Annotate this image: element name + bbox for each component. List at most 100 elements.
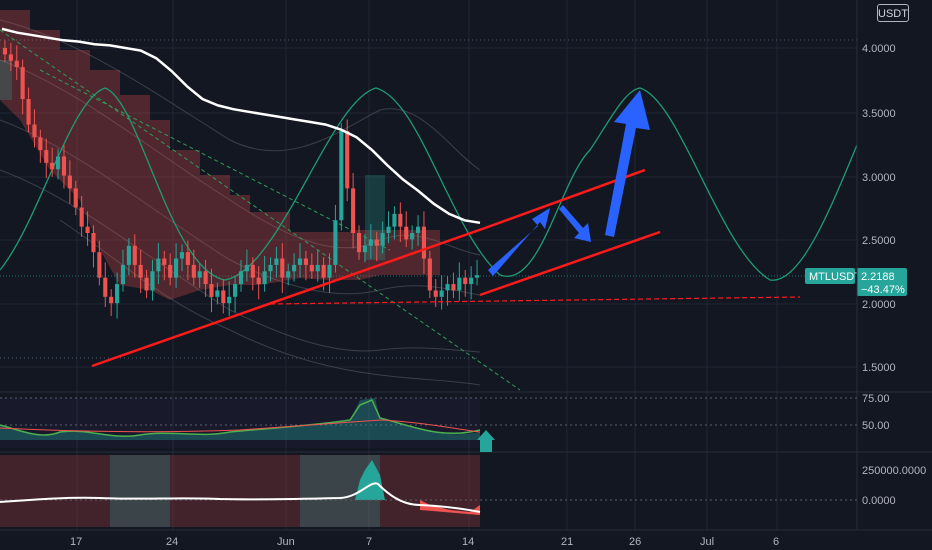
candle-body [14,60,19,68]
candle-body [315,264,320,272]
price-badge: 2.2188 [861,271,895,283]
candle-body [91,233,96,253]
candle-body [85,226,90,234]
descending-guides [0,29,521,391]
candle-body [274,258,279,265]
time-tick-3: 7 [366,536,372,548]
moving-average-line [1,27,481,225]
candle-body [380,233,385,246]
candle-body [115,284,120,304]
horizontal-grid [0,47,857,368]
projection-arrows[interactable] [488,90,650,276]
candle-body [398,213,403,227]
time-tick-0: 17 [70,536,82,548]
up-arrow-icon [477,430,495,452]
candle-body [8,54,13,61]
candle-body [32,124,37,138]
candle-body [339,130,344,221]
symbol-badge: MTLUSDT [809,271,861,283]
candle-body [415,226,421,234]
candle-body [2,48,8,55]
candle-body [156,258,161,272]
candle-body [292,264,297,272]
candle-body [209,284,214,297]
candle-body [250,264,255,278]
envelope-bands [0,19,481,386]
candle-body [44,150,49,163]
price-tick-4: 2.0000 [862,299,896,311]
volume-red-bars [420,500,480,515]
red-cloud-area [0,10,440,300]
candle-body [144,277,149,291]
candle-body [97,252,102,278]
candle-body [79,207,84,227]
candle-body [73,188,78,208]
candle-body [439,290,444,297]
candle-body [55,156,61,170]
time-tick-1: 24 [166,536,178,548]
candle-body [185,252,190,265]
candle-body [221,290,226,304]
candle-body [138,264,143,278]
candle-body [233,284,238,297]
lower-channel-line[interactable] [479,230,661,297]
time-tick-8: 6 [773,536,779,548]
candle-body [280,258,285,278]
candle-body [67,175,72,189]
change-badge: −43.47% [861,284,905,296]
symbol-badge-bg [805,268,855,284]
candle-body [469,277,474,285]
candle-body [132,245,137,265]
candle-body [404,226,409,240]
candle-body [303,258,308,265]
price-tick-0: 4.0000 [862,43,896,55]
time-tick-2: Jun [277,536,295,548]
price-tick-1: 3.5000 [862,108,896,120]
candle-body [38,137,43,151]
candle-body [197,271,202,278]
volume-ma-line [0,482,481,513]
candle-body [474,275,480,278]
time-axis: 17 24 Jun 7 14 21 26 Jul 6 [70,536,779,548]
currency-button[interactable]: USDT [877,4,909,22]
price-tick-5: 1.5000 [862,362,896,374]
candle-body [309,264,314,272]
support-line[interactable] [269,296,801,305]
candle-body [392,213,397,227]
candle-body [463,277,468,285]
time-tick-4: 14 [462,536,474,548]
candle-body [421,226,427,259]
candle-body [120,264,126,285]
candle-body [168,264,173,278]
price-tick-2: 3.0000 [862,172,896,184]
candle-body [297,258,303,265]
candle-body [345,130,350,189]
time-tick-5: 21 [561,536,573,548]
candle-body [20,67,25,100]
candle-body [203,271,208,285]
oscillator-signal [0,419,481,433]
candle-body [268,264,273,272]
vol-tick-0: 250000.0000 [862,465,926,477]
arrow-up-1 [488,208,550,276]
candle-body [179,252,185,259]
time-tick-6: 26 [629,536,641,548]
candle-body [126,245,131,265]
time-tick-7: Jul [700,536,714,548]
candle-body [333,220,338,265]
lower-trendline[interactable] [91,226,486,368]
arrow-up-2 [605,90,650,237]
price-badge-bg [857,268,907,296]
candle-body [174,258,179,278]
price-tick-3: 2.5000 [862,235,896,247]
candle-body [410,233,415,240]
candle-body [50,162,55,170]
candle-body [386,226,391,234]
volume-pane: 250000.0000 0.0000 [0,455,926,527]
candlesticks [2,40,480,319]
candle-body [327,264,332,278]
oscillator-fill [0,398,480,440]
candle-body [445,284,450,291]
candle-body [61,156,67,176]
